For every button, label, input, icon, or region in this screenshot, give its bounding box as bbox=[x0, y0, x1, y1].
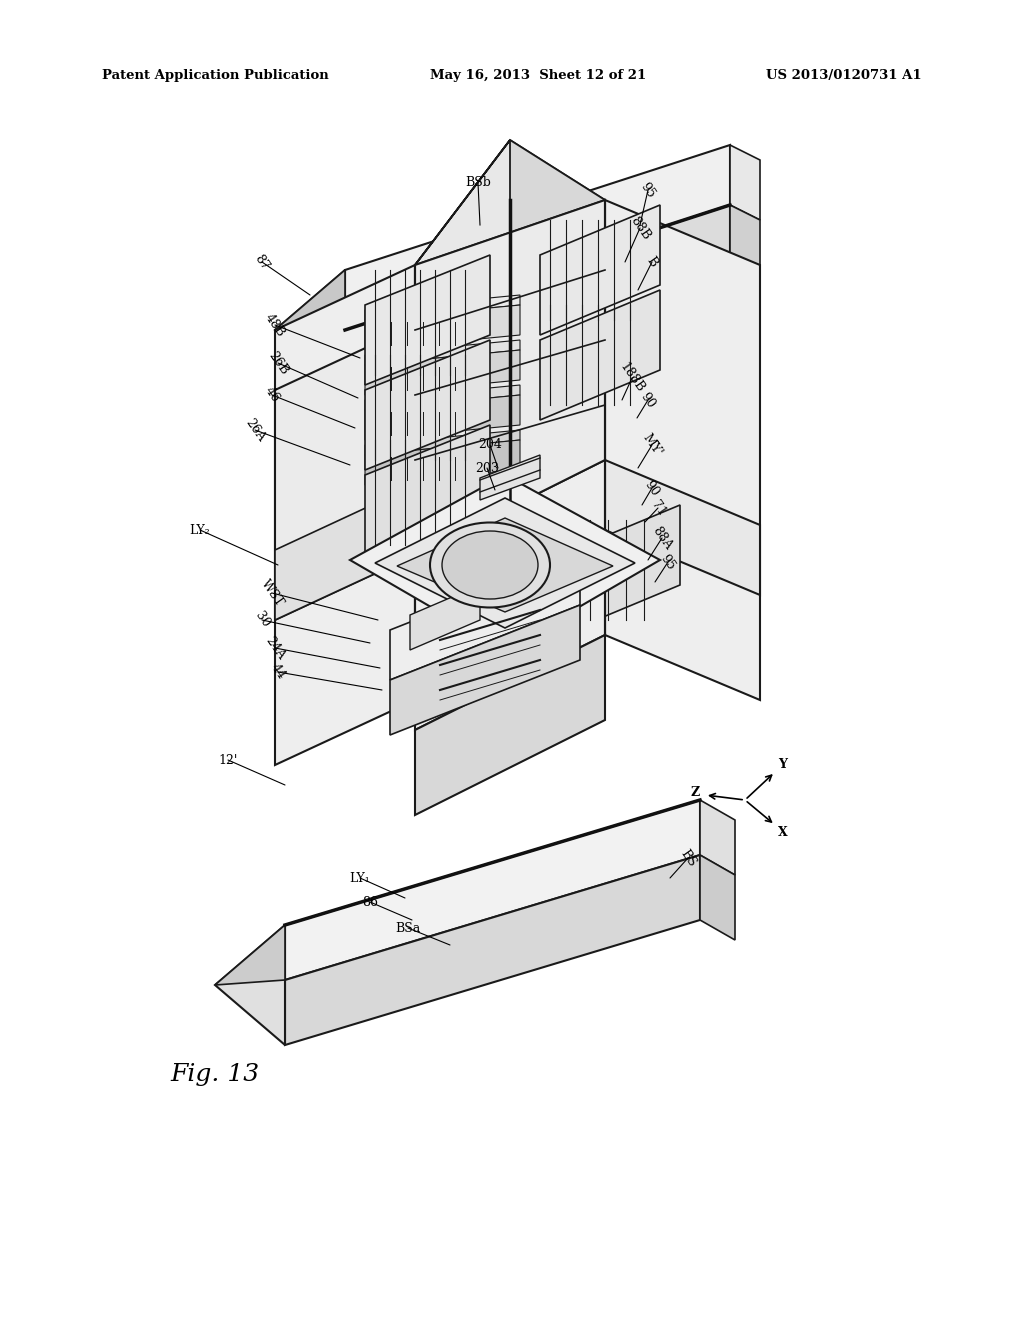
Text: MY': MY' bbox=[640, 432, 665, 459]
Text: 71: 71 bbox=[648, 498, 668, 519]
Text: 90: 90 bbox=[642, 478, 662, 498]
Polygon shape bbox=[415, 201, 605, 325]
Polygon shape bbox=[375, 498, 635, 628]
Text: B: B bbox=[644, 255, 660, 269]
Polygon shape bbox=[345, 145, 730, 330]
Text: 204: 204 bbox=[478, 438, 502, 451]
Polygon shape bbox=[365, 294, 520, 319]
Text: 26B: 26B bbox=[265, 348, 291, 378]
Text: 88B: 88B bbox=[628, 214, 652, 242]
Polygon shape bbox=[365, 385, 520, 411]
Polygon shape bbox=[390, 605, 580, 735]
Polygon shape bbox=[480, 455, 540, 500]
Text: Patent Application Publication: Patent Application Publication bbox=[102, 69, 329, 82]
Text: 30: 30 bbox=[252, 610, 272, 630]
Polygon shape bbox=[700, 800, 735, 875]
Ellipse shape bbox=[430, 523, 550, 607]
Polygon shape bbox=[415, 635, 605, 814]
Polygon shape bbox=[365, 341, 520, 366]
Polygon shape bbox=[730, 145, 760, 220]
Text: 188B: 188B bbox=[617, 360, 647, 396]
Polygon shape bbox=[365, 341, 490, 470]
Text: US 2013/0120731 A1: US 2013/0120731 A1 bbox=[766, 69, 922, 82]
Polygon shape bbox=[540, 205, 660, 335]
Text: 26A: 26A bbox=[243, 416, 267, 444]
Text: 44: 44 bbox=[268, 661, 288, 682]
Text: 48B: 48B bbox=[262, 312, 288, 339]
Text: 87: 87 bbox=[252, 252, 272, 272]
Polygon shape bbox=[415, 201, 605, 554]
Text: BS: BS bbox=[678, 847, 698, 869]
Polygon shape bbox=[345, 205, 730, 389]
Polygon shape bbox=[275, 271, 345, 330]
Text: 46: 46 bbox=[262, 384, 282, 405]
Polygon shape bbox=[275, 271, 345, 389]
Text: Y: Y bbox=[778, 759, 787, 771]
Polygon shape bbox=[215, 925, 285, 985]
Text: Z: Z bbox=[690, 787, 699, 800]
Polygon shape bbox=[215, 925, 285, 1045]
Polygon shape bbox=[415, 459, 605, 730]
Polygon shape bbox=[365, 425, 490, 554]
Polygon shape bbox=[730, 205, 760, 280]
Polygon shape bbox=[365, 255, 490, 385]
Text: 88A: 88A bbox=[649, 524, 675, 552]
Text: LY₁: LY₁ bbox=[349, 871, 371, 884]
Text: BSb: BSb bbox=[465, 177, 490, 190]
Polygon shape bbox=[397, 517, 613, 612]
Polygon shape bbox=[350, 475, 660, 649]
Polygon shape bbox=[415, 140, 605, 325]
Polygon shape bbox=[285, 855, 700, 1045]
Text: Fig. 13: Fig. 13 bbox=[170, 1064, 259, 1086]
Polygon shape bbox=[510, 140, 605, 260]
Polygon shape bbox=[275, 325, 415, 620]
Polygon shape bbox=[540, 290, 660, 420]
Text: 90: 90 bbox=[638, 389, 657, 411]
Polygon shape bbox=[700, 855, 735, 940]
Text: 86: 86 bbox=[362, 895, 378, 908]
Text: May 16, 2013  Sheet 12 of 21: May 16, 2013 Sheet 12 of 21 bbox=[430, 69, 646, 82]
Polygon shape bbox=[560, 506, 680, 635]
Polygon shape bbox=[275, 484, 415, 620]
Polygon shape bbox=[415, 140, 510, 325]
Text: 95: 95 bbox=[638, 180, 657, 201]
Text: 203: 203 bbox=[475, 462, 499, 474]
Polygon shape bbox=[365, 440, 520, 484]
Polygon shape bbox=[285, 800, 700, 979]
Text: WST: WST bbox=[258, 577, 286, 609]
Text: 12': 12' bbox=[218, 754, 238, 767]
Polygon shape bbox=[275, 265, 415, 766]
Polygon shape bbox=[365, 305, 520, 350]
Polygon shape bbox=[365, 430, 520, 455]
Polygon shape bbox=[390, 554, 580, 680]
Ellipse shape bbox=[442, 531, 538, 599]
Text: 95: 95 bbox=[658, 552, 678, 572]
Polygon shape bbox=[605, 459, 760, 595]
Text: X: X bbox=[778, 825, 787, 838]
Polygon shape bbox=[605, 201, 760, 700]
Text: LY₂: LY₂ bbox=[189, 524, 210, 536]
Text: BSa: BSa bbox=[395, 921, 421, 935]
Polygon shape bbox=[365, 395, 520, 440]
Text: 24A: 24A bbox=[262, 634, 288, 661]
Polygon shape bbox=[365, 350, 520, 395]
Polygon shape bbox=[410, 585, 480, 649]
